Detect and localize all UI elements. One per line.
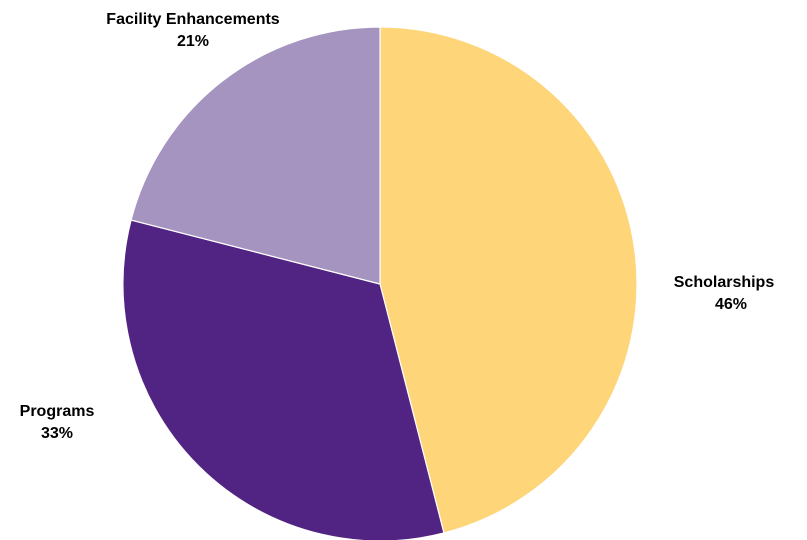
pie-slices	[122, 26, 638, 540]
label-programs-name: Programs	[20, 403, 95, 420]
slice-programs	[122, 219, 445, 540]
slice-scholarships	[379, 26, 638, 534]
label-programs-percent: 33%	[41, 425, 73, 442]
label-scholarships-name: Scholarships	[674, 274, 775, 291]
label-facility-name: Facility Enhancements	[106, 11, 279, 28]
slice-facility-enhancements	[130, 26, 381, 285]
label-facility-percent: 21%	[177, 33, 209, 50]
label-scholarships-percent: 46%	[715, 296, 747, 313]
